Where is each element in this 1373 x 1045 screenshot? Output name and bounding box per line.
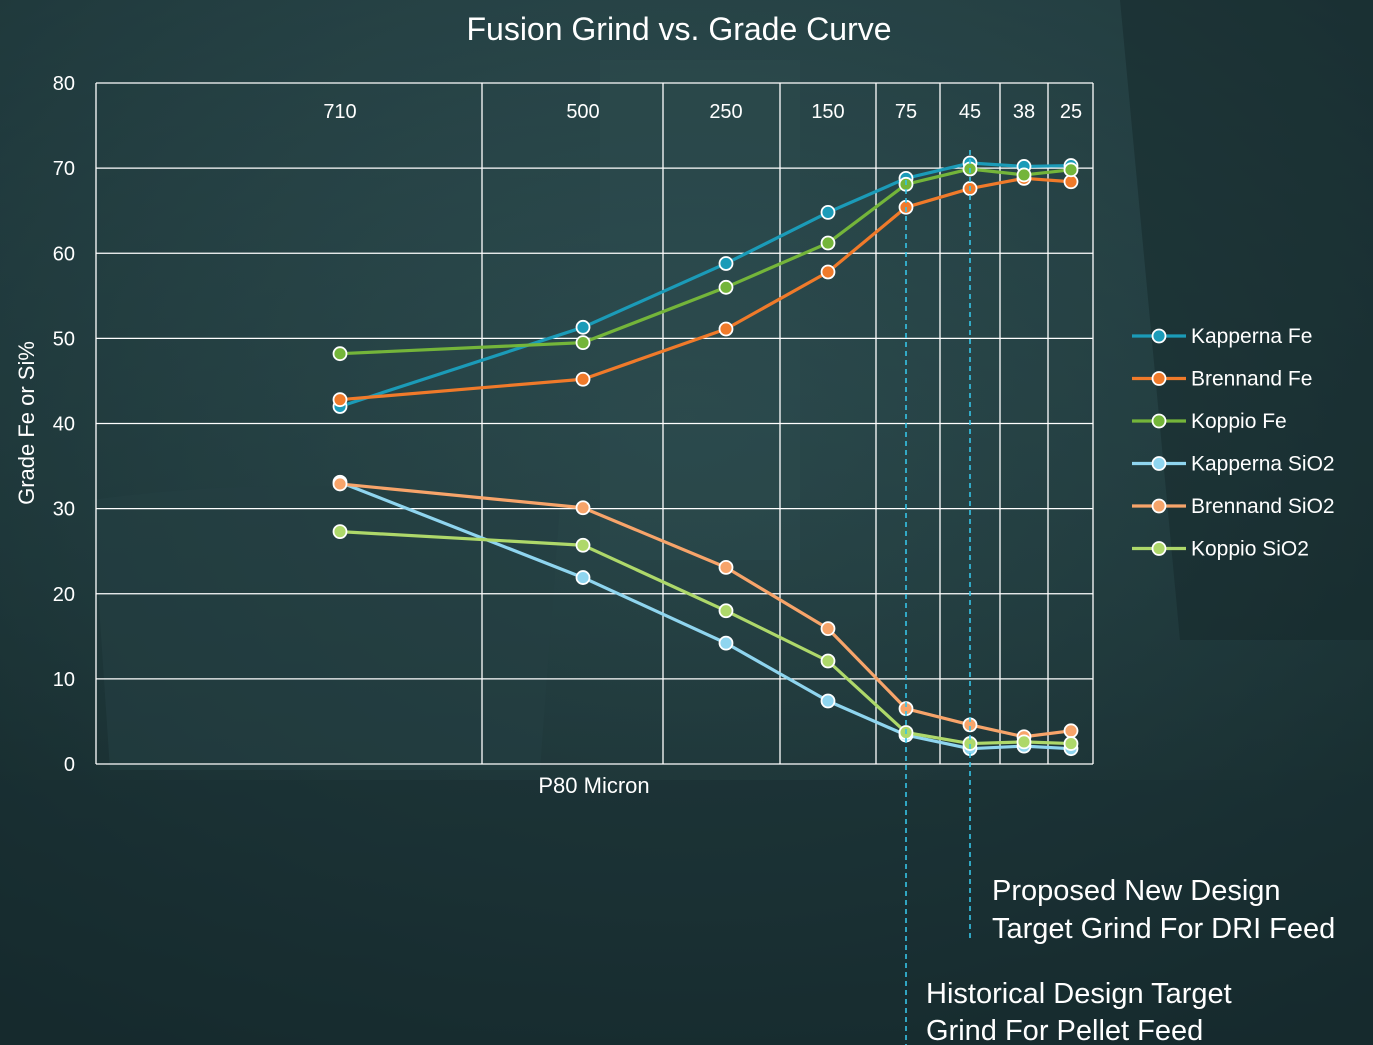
data-point	[820, 235, 836, 251]
data-point	[820, 693, 836, 709]
x-tick-label: 710	[323, 101, 356, 123]
annotations: Proposed New Design Target Grind For DRI …	[905, 150, 1335, 1045]
data-point	[718, 559, 734, 575]
data-point	[1063, 162, 1079, 178]
data-point	[575, 500, 591, 516]
legend-swatch-marker	[1151, 413, 1167, 429]
legend-swatch-marker	[1151, 456, 1167, 471]
data-point	[332, 476, 348, 492]
x-tick-label: 75	[895, 101, 917, 123]
data-point	[718, 635, 734, 651]
plot-area: 0 10 20 30 40 50 60 70 80 710 500 250 150 75 45 38 25	[53, 73, 1094, 776]
data-point	[1063, 736, 1079, 751]
x-tick-label: 500	[566, 101, 599, 123]
annotation-text: Historical Design Target	[926, 978, 1232, 1010]
y-tick-label: 30	[53, 499, 75, 521]
y-axis-label: Grade Fe or Si%	[14, 341, 39, 505]
data-point	[575, 371, 591, 387]
y-tick-label: 70	[53, 158, 75, 180]
data-point	[718, 321, 734, 337]
data-point	[718, 256, 734, 271]
legend-label: Kapperna Fe	[1191, 325, 1312, 348]
legend: Kapperna Fe Brennand Fe Koppio Fe Kapperna …	[1132, 325, 1335, 561]
legend-label: Brennand Fe	[1191, 368, 1312, 391]
data-point	[575, 335, 591, 351]
legend-swatch-marker	[1151, 541, 1167, 556]
y-tick-label: 80	[53, 73, 75, 95]
x-tick-label: 25	[1060, 101, 1082, 123]
legend-swatch-marker	[1151, 328, 1167, 344]
y-tick-label: 10	[53, 669, 75, 691]
annotation-text: Grind For Pellet Feed	[926, 1015, 1203, 1045]
series-line	[339, 482, 1072, 739]
data-point	[332, 392, 348, 408]
legend-swatch-marker	[1151, 498, 1167, 514]
data-point	[1063, 723, 1079, 739]
series-line	[339, 480, 1072, 751]
series-line	[339, 161, 1072, 408]
series-line	[339, 167, 1072, 356]
data-point	[1016, 734, 1032, 750]
y-tick-label: 0	[64, 754, 75, 776]
data-point	[820, 653, 836, 669]
annotation-text: Proposed New Design	[992, 875, 1281, 907]
data-point	[1016, 167, 1032, 183]
series-line	[339, 176, 1072, 402]
data-point	[575, 537, 591, 553]
y-tick-label: 60	[53, 243, 75, 265]
legend-label: Brennand SiO2	[1191, 495, 1335, 518]
legend-swatch-marker	[1151, 371, 1167, 386]
data-point	[332, 524, 348, 540]
y-tick-label: 20	[53, 584, 75, 606]
x-tick-label: 38	[1013, 101, 1035, 123]
legend-label: Kapperna SiO2	[1191, 453, 1335, 476]
y-tick-label: 40	[53, 414, 75, 436]
chart-title: Fusion Grind vs. Grade Curve	[466, 11, 891, 47]
y-tick-label: 50	[53, 328, 75, 350]
data-point	[820, 621, 836, 637]
x-tick-label: 150	[811, 101, 844, 123]
x-tick-label: 250	[709, 101, 742, 123]
legend-label: Koppio Fe	[1191, 410, 1287, 433]
data-point	[820, 264, 836, 280]
data-point	[332, 346, 348, 362]
series-line	[339, 530, 1072, 746]
data-point	[718, 279, 734, 295]
data-point	[575, 570, 591, 585]
legend-label: Koppio SiO2	[1191, 538, 1309, 561]
x-axis-label: P80 Micron	[538, 773, 649, 798]
annotation-text: Target Grind For DRI Feed	[992, 913, 1335, 945]
data-point	[575, 319, 591, 335]
data-point	[820, 204, 836, 220]
x-tick-label: 45	[959, 101, 981, 123]
data-point	[718, 603, 734, 619]
